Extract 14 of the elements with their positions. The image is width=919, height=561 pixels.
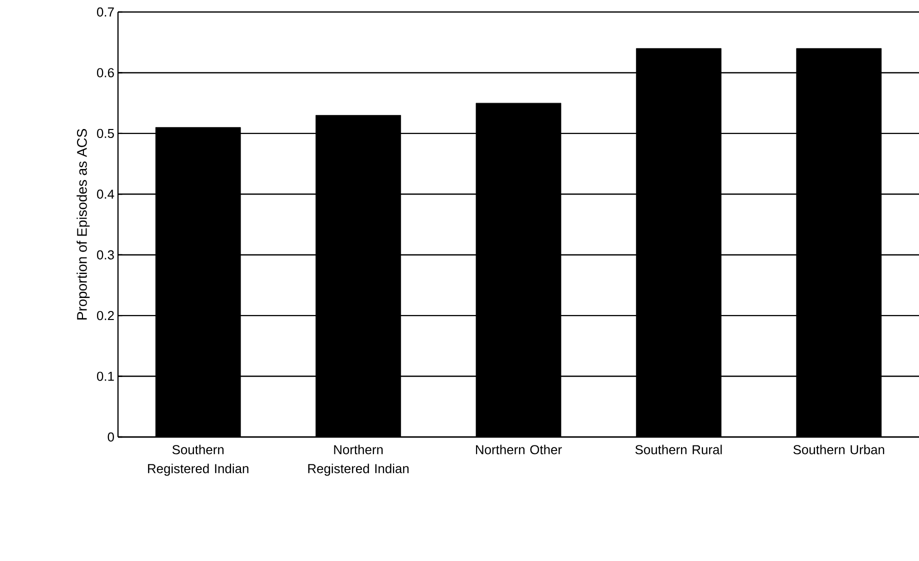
- y-tick-label: 0.6: [96, 68, 114, 78]
- y-tick-label: 0.1: [96, 372, 114, 381]
- y-tick-label: 0.4: [96, 190, 114, 199]
- y-tick-label: 0.7: [96, 7, 114, 17]
- x-tick-label: Northern Registered Indian: [308, 444, 409, 476]
- y-tick-label: 0: [108, 432, 114, 442]
- y-tick-label: 0.3: [96, 250, 114, 260]
- y-axis-title: Proportion of Episodes as ACS: [76, 129, 90, 320]
- y-tick-label: 0.5: [96, 128, 114, 138]
- x-tick-label: Southern Rural: [635, 444, 722, 454]
- x-tick-label: Southern Registered Indian: [148, 444, 248, 476]
- x-tick-label: Southern Urban: [793, 444, 884, 454]
- x-tick-label: Northern Other: [476, 444, 562, 454]
- y-tick-label: 0.2: [96, 310, 114, 320]
